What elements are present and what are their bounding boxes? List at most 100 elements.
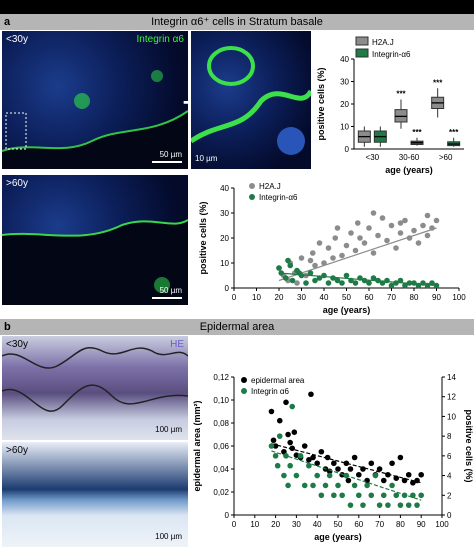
data-point bbox=[274, 462, 281, 469]
section-b-letter: b bbox=[4, 321, 11, 333]
data-point bbox=[424, 232, 431, 239]
data-point bbox=[385, 502, 391, 508]
data-point bbox=[307, 270, 314, 276]
x-tick-label: 20 bbox=[275, 293, 284, 302]
x-tick-label: 20 bbox=[271, 520, 280, 529]
legend-label: Integrin-α6 bbox=[259, 193, 298, 202]
data-point bbox=[306, 462, 312, 469]
y-axis-label: positive cells (%) bbox=[316, 67, 326, 140]
data-point bbox=[351, 454, 358, 461]
micrograph-a-old-art bbox=[2, 219, 188, 305]
significance: *** bbox=[433, 78, 443, 87]
data-point bbox=[312, 277, 318, 284]
data-point bbox=[276, 265, 282, 271]
data-point bbox=[339, 252, 345, 259]
data-point bbox=[309, 250, 316, 256]
data-point bbox=[303, 280, 309, 286]
micrograph-a-zoom: 10 µm bbox=[191, 31, 311, 169]
x-tick-label: 0 bbox=[232, 520, 237, 529]
micrograph-a-young: <30y Integrin α6 50 µm bbox=[2, 31, 188, 169]
y2-axis-label: positive cells (%) bbox=[464, 409, 474, 482]
data-point bbox=[380, 477, 387, 484]
data-point bbox=[352, 280, 359, 286]
data-point bbox=[402, 282, 408, 289]
section-b-title: Epidermal area bbox=[199, 321, 275, 333]
x-tick-label: 60 bbox=[365, 293, 374, 302]
data-point bbox=[289, 403, 296, 410]
data-point bbox=[366, 280, 372, 286]
x-tick-label: 10 bbox=[250, 520, 259, 529]
legend-marker bbox=[249, 194, 255, 200]
data-point bbox=[384, 237, 390, 244]
significance: *** bbox=[396, 90, 406, 99]
data-point bbox=[393, 492, 400, 499]
y-tick-label: 0,12 bbox=[213, 373, 229, 382]
x-tick-label: 100 bbox=[452, 293, 466, 302]
data-point bbox=[339, 492, 345, 499]
legend-label: Integrin α6 bbox=[251, 387, 290, 396]
legend-label: H2A.J bbox=[259, 182, 281, 191]
data-point bbox=[418, 492, 424, 499]
y2-tick-label: 12 bbox=[447, 393, 456, 402]
data-point bbox=[388, 222, 395, 229]
scale-bar bbox=[152, 161, 182, 163]
data-point bbox=[397, 277, 404, 284]
data-point bbox=[318, 492, 325, 499]
data-point bbox=[370, 210, 377, 216]
data-point bbox=[335, 482, 341, 489]
data-point bbox=[307, 257, 314, 264]
y-tick-label: 0 bbox=[225, 511, 230, 520]
significance: *** bbox=[412, 128, 422, 137]
legend-swatch bbox=[355, 48, 369, 58]
section-a-header: Integrin α6⁺ cells in Stratum basale bbox=[0, 14, 474, 30]
x-tick-label: 40 bbox=[320, 293, 329, 302]
data-point bbox=[310, 454, 316, 461]
y-tick-label: 0,04 bbox=[213, 465, 229, 474]
data-point bbox=[375, 232, 381, 239]
data-point bbox=[415, 240, 422, 246]
data-point bbox=[372, 472, 379, 479]
data-point bbox=[347, 466, 354, 472]
data-point bbox=[376, 502, 383, 508]
data-point bbox=[397, 502, 404, 508]
y-tick-label: 30 bbox=[220, 209, 229, 218]
data-point bbox=[389, 460, 395, 467]
data-point bbox=[356, 471, 362, 478]
data-point bbox=[361, 240, 368, 246]
x-tick-label: 70 bbox=[387, 293, 396, 302]
data-point bbox=[282, 275, 289, 281]
data-point bbox=[291, 429, 298, 435]
x-tick-label: 30 bbox=[297, 293, 306, 302]
x-tick-label: 70 bbox=[375, 520, 384, 529]
y2-tick-label: 4 bbox=[447, 472, 452, 481]
x-axis-label: age (years) bbox=[385, 165, 433, 175]
y-tick-label: 0,10 bbox=[213, 396, 229, 405]
data-point bbox=[343, 242, 350, 249]
data-point bbox=[334, 225, 341, 231]
data-point bbox=[354, 220, 361, 226]
legend-marker bbox=[249, 183, 255, 189]
data-point bbox=[352, 247, 359, 254]
x-tick-label: 100 bbox=[435, 520, 449, 529]
x-tick-label: 30-60 bbox=[399, 153, 420, 162]
trend-line bbox=[278, 227, 437, 282]
data-point bbox=[370, 275, 377, 281]
x-tick-label: 90 bbox=[432, 293, 441, 302]
y-tick-label: 0,02 bbox=[213, 488, 229, 497]
chart-boxplot: 0 10 20 30 40 <30 30-60 >60 *** *** *** *** age (yea… bbox=[316, 36, 464, 175]
data-point bbox=[405, 502, 412, 508]
y-tick-label: 0 bbox=[225, 284, 230, 293]
data-point bbox=[318, 448, 325, 455]
data-point bbox=[376, 466, 383, 472]
data-point bbox=[268, 443, 275, 449]
data-point bbox=[293, 472, 300, 479]
legend-marker bbox=[241, 377, 247, 383]
data-point bbox=[402, 217, 408, 224]
data-point bbox=[330, 255, 336, 261]
x-tick-label: 30 bbox=[292, 520, 301, 529]
legend-label: H2A.J bbox=[372, 38, 394, 47]
data-point bbox=[368, 492, 375, 499]
data-point bbox=[285, 431, 291, 438]
x-tick-label: 80 bbox=[396, 520, 405, 529]
data-point bbox=[312, 262, 318, 269]
